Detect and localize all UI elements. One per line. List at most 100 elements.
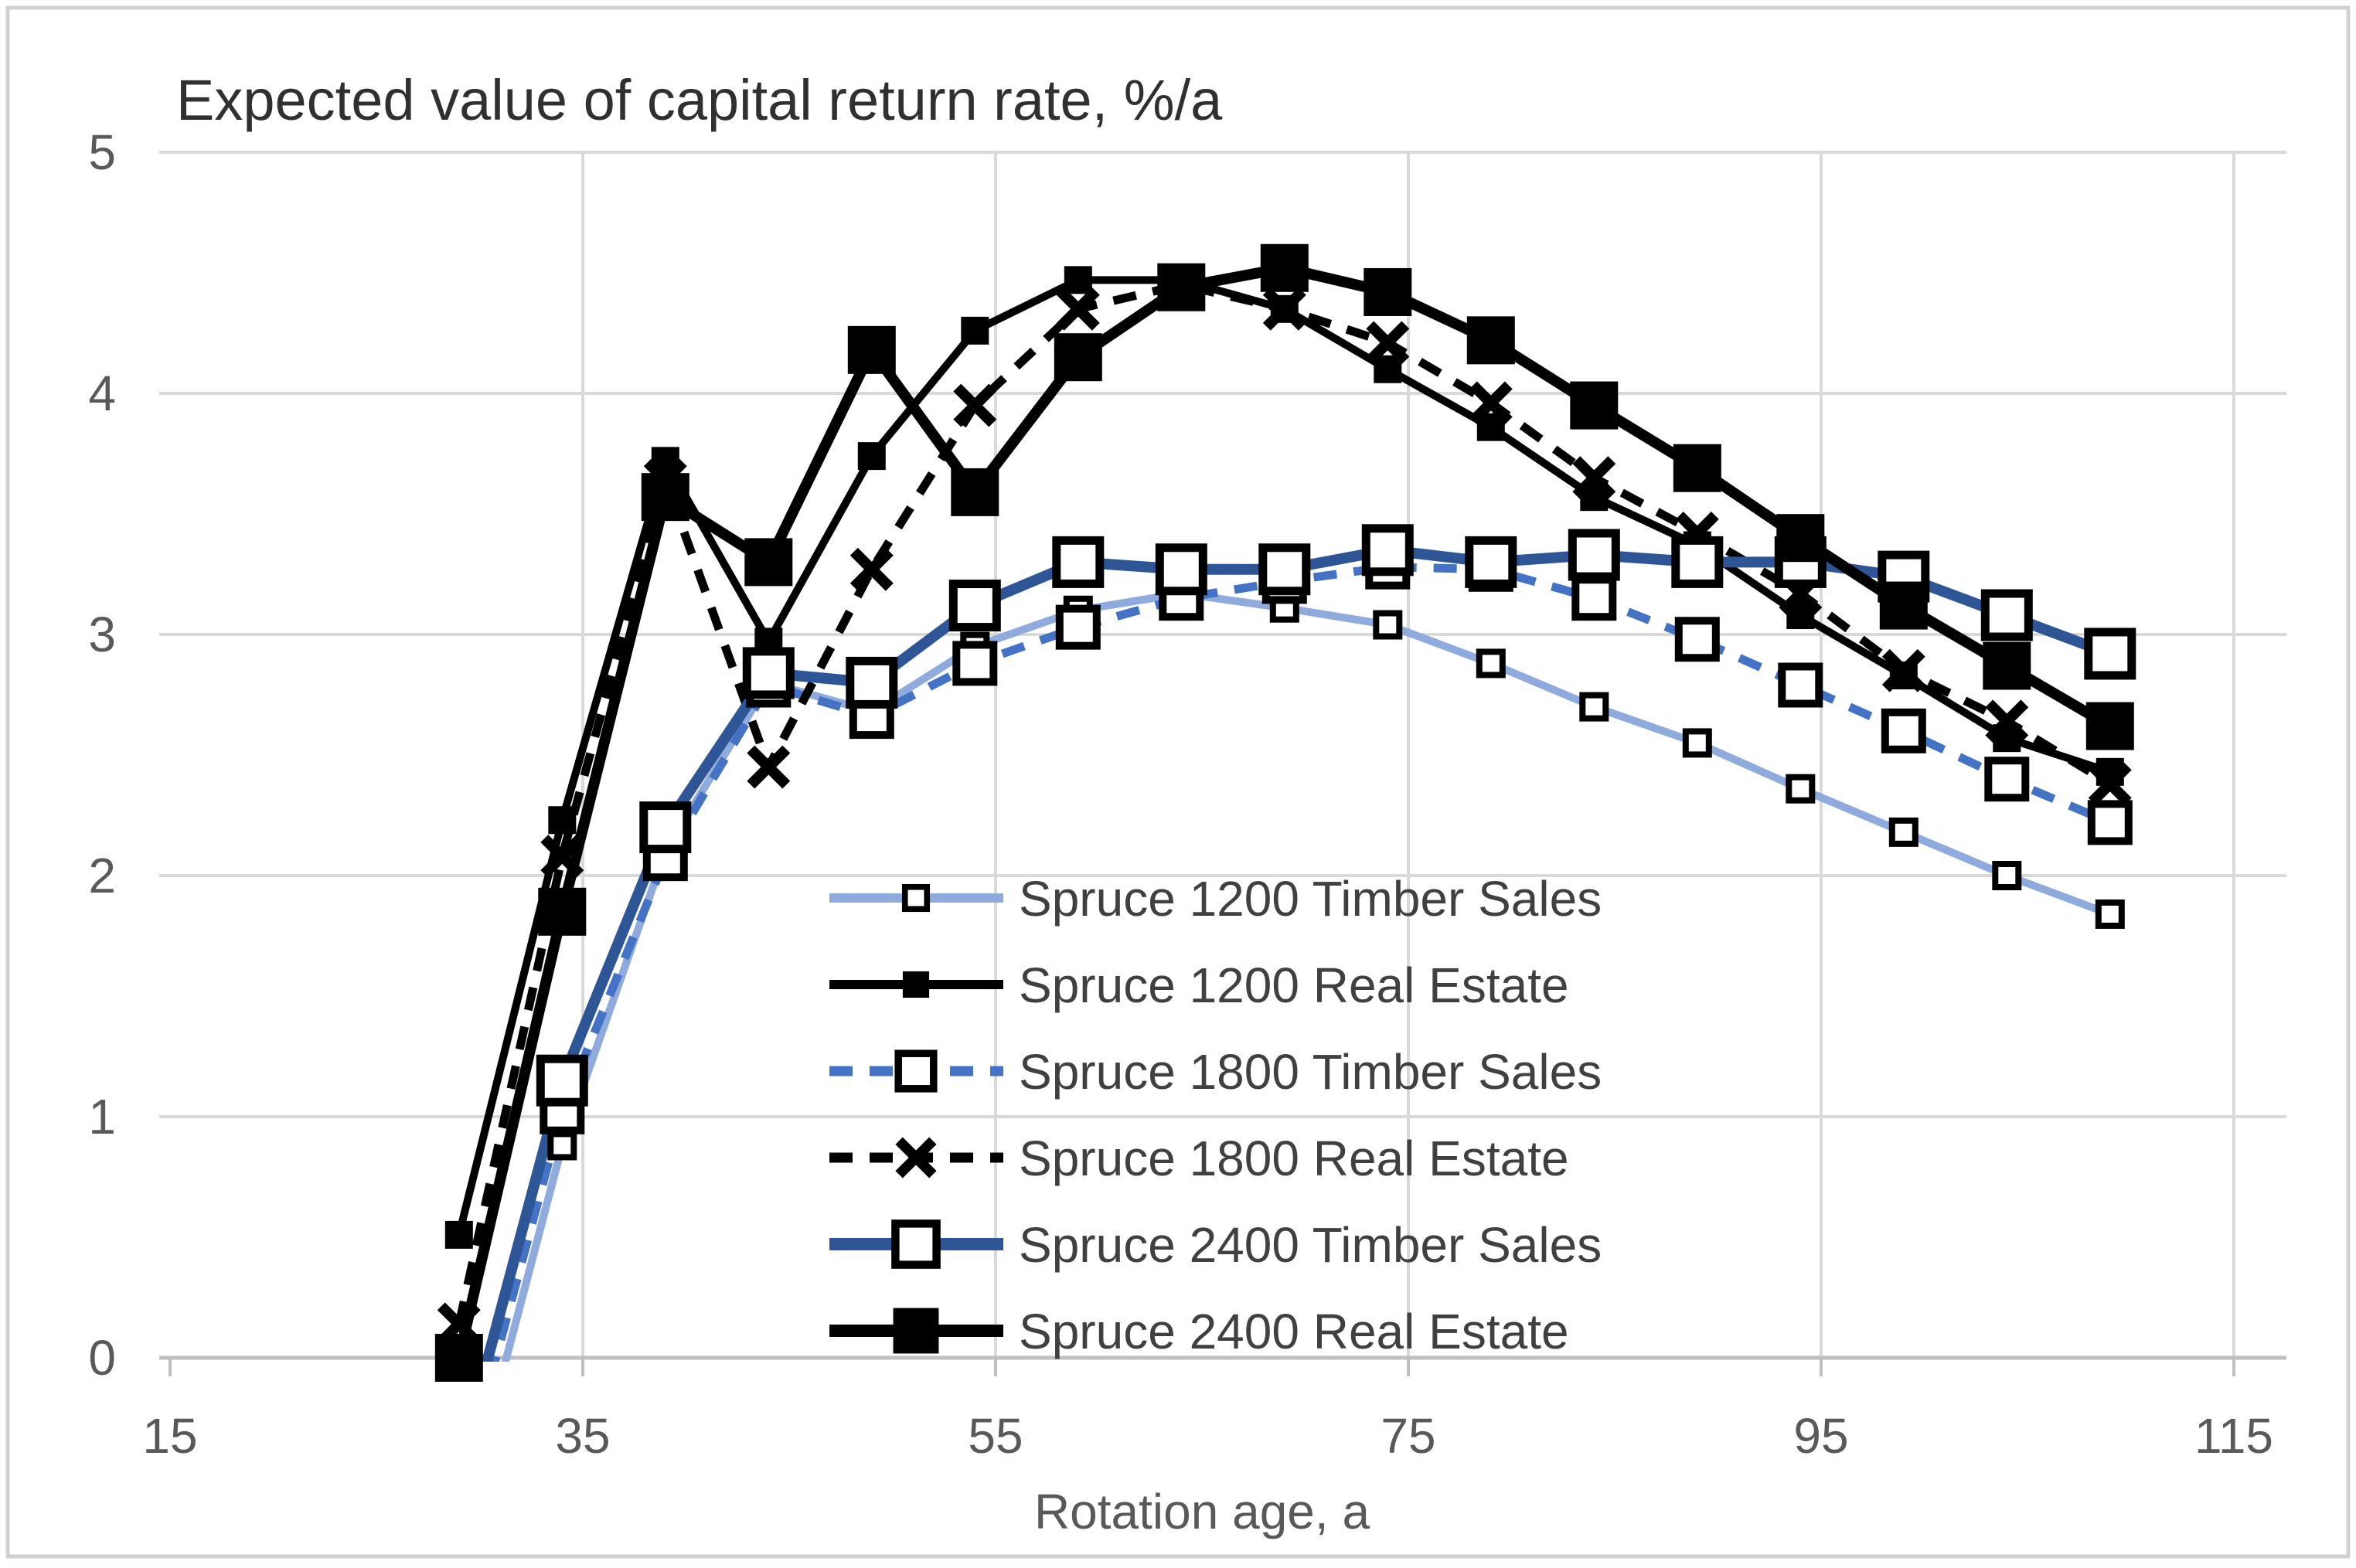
data-point-marker (1983, 641, 2031, 690)
markers-spruce-2400-timber-sales (536, 524, 2136, 1107)
data-point-marker (1366, 321, 1410, 365)
data-point-marker (1374, 355, 1402, 383)
data-point-marker (1881, 708, 1926, 753)
legend-item-spruce-2400-real-estate: Spruce 2400 Real Estate (829, 1304, 1569, 1359)
data-point-marker (1052, 536, 1105, 588)
data-point-marker (1881, 648, 1925, 692)
series-markers (434, 243, 2136, 1382)
y-tick-label: 0 (88, 1330, 116, 1386)
data-point-marker (1469, 381, 1513, 425)
data-point-marker (1258, 543, 1311, 596)
data-point-marker (1673, 444, 1721, 492)
data-point-marker (1579, 692, 1609, 722)
data-point-marker (1571, 576, 1617, 621)
legend-item-spruce-1800-real-estate: Spruce 1800 Real Estate (829, 1131, 1569, 1186)
data-point-marker (1674, 617, 1720, 662)
data-point-marker (2088, 762, 2132, 806)
data-point-marker (1064, 266, 1092, 294)
data-point-marker (961, 316, 989, 345)
data-point-marker (1262, 287, 1306, 331)
data-point-marker (951, 468, 999, 516)
legend-item-spruce-2400-timber-sales: Spruce 2400 Timber Sales (829, 1217, 1602, 1273)
data-point-marker (1476, 413, 1505, 441)
legend-label: Spruce 2400 Timber Sales (1019, 1217, 1602, 1273)
data-point-marker (1984, 757, 2030, 802)
legend-label: Spruce 1200 Real Estate (1019, 957, 1569, 1013)
data-point-marker (444, 1220, 473, 1249)
data-point-marker (1888, 817, 1919, 847)
y-tick-label: 5 (88, 124, 116, 180)
data-point-marker (1671, 536, 1724, 588)
x-tick-label: 75 (1381, 1408, 1435, 1464)
chart-title: Expected value of capital return rate, %… (176, 68, 1223, 132)
legend: Spruce 1200 Timber Sales Spruce 1200 Real… (829, 871, 1602, 1359)
data-point-marker (1992, 861, 2022, 890)
data-point-marker (536, 1054, 588, 1107)
y-tick-label: 2 (88, 848, 116, 903)
markers-spruce-2400-real-estate (434, 243, 2134, 1382)
data-point-marker (747, 745, 791, 789)
legend-item-spruce-1800-timber-sales: Spruce 1800 Timber Sales (829, 1044, 1602, 1100)
data-point-marker (901, 883, 931, 913)
data-point-marker (1786, 774, 1816, 804)
data-point-marker (849, 547, 894, 591)
data-point-marker (1570, 381, 1619, 430)
x-axis-title: Rotation age, a (1034, 1484, 1370, 1539)
data-point-marker (2085, 702, 2134, 750)
legend-label: Spruce 2400 Real Estate (1019, 1304, 1569, 1359)
x-tick-label: 35 (555, 1408, 610, 1464)
data-point-marker (1260, 243, 1309, 292)
y-tick-label: 3 (88, 607, 116, 662)
data-point-marker (434, 1334, 483, 1382)
y-tick-label: 1 (88, 1089, 116, 1145)
data-point-marker (548, 806, 577, 835)
data-point-marker (952, 641, 998, 686)
data-point-marker (1682, 728, 1712, 758)
x-tick-label: 95 (1793, 1408, 1848, 1464)
data-point-marker (1466, 316, 1515, 365)
data-point-marker (641, 473, 689, 522)
data-point-marker (1568, 529, 1620, 581)
data-point-marker (1980, 589, 2033, 641)
data-point-marker (1054, 333, 1102, 382)
data-point-marker (1778, 662, 1823, 708)
data-point-marker (953, 383, 997, 427)
data-point-marker (1364, 267, 1412, 316)
data-point-marker (895, 1137, 937, 1179)
data-point-marker (891, 1219, 941, 1269)
data-point-marker (1572, 456, 1616, 500)
legend-item-spruce-1200-real-estate: Spruce 1200 Real Estate (829, 957, 1569, 1013)
data-point-marker (948, 580, 1001, 632)
data-point-marker (1155, 543, 1207, 596)
data-point-marker (639, 801, 692, 854)
data-point-marker (742, 647, 795, 699)
data-point-marker (894, 1049, 938, 1093)
legend-label: Spruce 1800 Real Estate (1019, 1131, 1569, 1186)
data-point-marker (2084, 628, 2136, 680)
x-tick-label: 15 (142, 1408, 197, 1464)
data-point-marker (1361, 524, 1414, 577)
data-point-marker (547, 1131, 577, 1161)
data-point-marker (857, 442, 886, 471)
legend-label: Spruce 1200 Timber Sales (1019, 871, 1602, 927)
y-tick-label: 4 (88, 366, 116, 421)
data-point-marker (1055, 604, 1101, 650)
data-point-marker (1373, 610, 1403, 640)
data-point-marker (902, 971, 930, 998)
data-point-marker (538, 887, 587, 936)
x-tick-label: 115 (2194, 1408, 2273, 1464)
data-point-marker (540, 835, 584, 878)
data-point-marker (1879, 581, 1928, 630)
data-point-marker (744, 538, 793, 587)
data-point-marker (893, 1308, 939, 1354)
data-point-marker (846, 656, 898, 709)
data-point-marker (1056, 287, 1100, 331)
data-point-marker (1985, 699, 2029, 743)
data-point-marker (1465, 536, 1517, 588)
data-point-marker (847, 325, 896, 374)
x-tick-label: 55 (968, 1408, 1023, 1464)
data-point-marker (1476, 648, 1506, 679)
data-point-marker (2087, 800, 2133, 845)
